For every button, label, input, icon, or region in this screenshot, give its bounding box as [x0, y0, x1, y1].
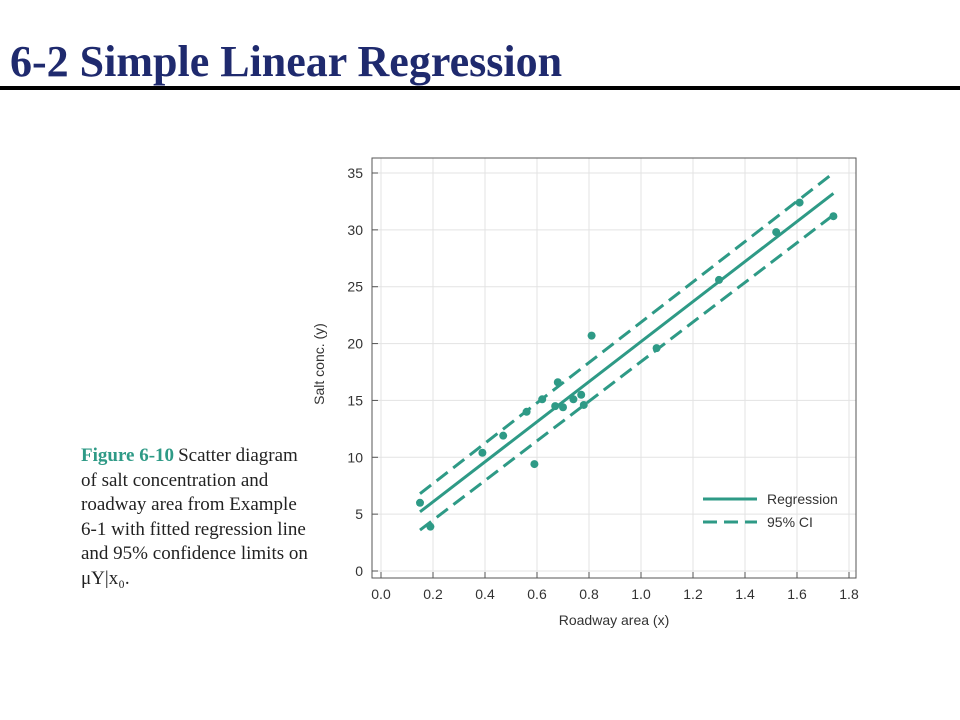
y-tick-label: 0: [355, 563, 363, 579]
grid-lines: [372, 158, 856, 578]
y-tick-label: 30: [347, 222, 363, 238]
data-point: [577, 390, 586, 399]
data-point: [715, 275, 723, 284]
title-underline: [0, 86, 960, 90]
data-point: [478, 448, 487, 457]
data-point: [530, 460, 539, 469]
x-tick-label: 0.0: [371, 586, 391, 602]
y-tick-label: 20: [347, 336, 363, 352]
data-point: [569, 395, 578, 404]
x-tick-label: 1.0: [631, 586, 651, 602]
data-point: [553, 378, 562, 387]
data-point: [416, 498, 424, 507]
y-tick-label: 35: [347, 165, 363, 181]
legend-label: 95% CI: [767, 514, 813, 530]
axes: 0.0 0.2 0.4 0.6 0.8 1.0 1.2 1.4 1.6 1.8 0 5 10 15 20 25…: [347, 165, 859, 602]
figure-label: Figure 6-10: [81, 445, 175, 466]
caption-text: Scatter diagram of salt concentration an…: [81, 445, 308, 589]
y-axis-title: Salt conc. (y): [311, 323, 327, 405]
slide-title: 6-2 Simple Linear Regression: [10, 37, 563, 86]
data-point: [579, 400, 588, 409]
x-tick-label: 1.8: [839, 586, 859, 602]
confidence-limit-line: [419, 171, 835, 495]
y-tick-label: 10: [347, 449, 363, 465]
x-axis-title: Roadway area (x): [559, 612, 670, 628]
data-point: [522, 407, 531, 416]
data-point: [587, 331, 596, 340]
y-tick-label: 5: [355, 506, 363, 522]
x-tick-label: 0.4: [475, 586, 495, 602]
data-point: [559, 403, 567, 412]
figure-caption: Figure 6-10 Scatter diagram of salt conce…: [81, 444, 313, 591]
data-point: [551, 402, 560, 411]
data-point: [795, 198, 804, 207]
fit-lines: [419, 171, 835, 532]
x-tick-label: 1.2: [683, 586, 703, 602]
x-tick-label: 1.4: [735, 586, 755, 602]
data-point: [772, 228, 781, 237]
data-point: [829, 212, 838, 221]
data-point: [426, 522, 435, 531]
x-tick-label: 0.2: [423, 586, 443, 602]
x-tick-label: 1.6: [787, 586, 807, 602]
data-point: [499, 431, 508, 440]
data-point: [652, 344, 661, 353]
regression-line: [419, 192, 835, 514]
legend: Regression 95% CI: [703, 491, 838, 530]
x-tick-label: 0.8: [579, 586, 599, 602]
confidence-limit-line: [419, 213, 835, 532]
y-tick-label: 15: [347, 392, 363, 408]
data-point: [538, 395, 547, 404]
x-tick-label: 0.6: [527, 586, 547, 602]
legend-label: Regression: [767, 491, 838, 507]
y-tick-label: 25: [347, 279, 363, 295]
plot-frame: [371, 157, 857, 579]
data-points: [416, 198, 838, 531]
